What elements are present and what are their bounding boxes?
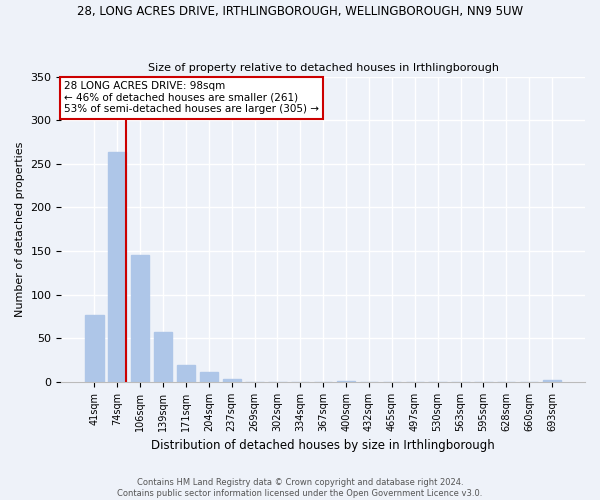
Bar: [154, 332, 172, 382]
Text: 28 LONG ACRES DRIVE: 98sqm
← 46% of detached houses are smaller (261)
53% of sem: 28 LONG ACRES DRIVE: 98sqm ← 46% of deta…: [64, 81, 319, 114]
Y-axis label: Number of detached properties: Number of detached properties: [15, 142, 25, 317]
Text: 28, LONG ACRES DRIVE, IRTHLINGBOROUGH, WELLINGBOROUGH, NN9 5UW: 28, LONG ACRES DRIVE, IRTHLINGBOROUGH, W…: [77, 5, 523, 18]
Title: Size of property relative to detached houses in Irthlingborough: Size of property relative to detached ho…: [148, 63, 499, 73]
Bar: [200, 372, 218, 382]
Text: Contains HM Land Registry data © Crown copyright and database right 2024.
Contai: Contains HM Land Registry data © Crown c…: [118, 478, 482, 498]
Bar: [337, 381, 355, 382]
Bar: [543, 380, 561, 382]
Bar: [108, 152, 127, 382]
Bar: [131, 256, 149, 382]
Bar: [223, 378, 241, 382]
X-axis label: Distribution of detached houses by size in Irthlingborough: Distribution of detached houses by size …: [151, 440, 495, 452]
Bar: [85, 315, 104, 382]
Bar: [177, 364, 195, 382]
